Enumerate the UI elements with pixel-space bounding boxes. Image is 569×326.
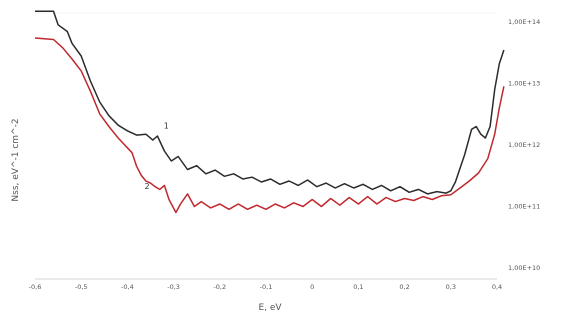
series-line-2: [34, 37, 505, 214]
x-tick-label: -0,4: [121, 283, 134, 291]
series-layer: [34, 10, 505, 214]
x-tick-label: 0,3: [446, 283, 456, 291]
x-tick-labels: -0,6 -0,5 -0,4 -0,3 -0,2 -0,1 0 0,1 0,2 0,3 0,4: [29, 283, 503, 291]
x-axis-label: E, eV: [258, 303, 282, 313]
x-tick-label: -0,2: [213, 283, 226, 291]
x-tick-label: 0,2: [399, 283, 409, 291]
y-tick-label: 1,00E+12: [508, 141, 540, 149]
x-tick-label: -0,3: [167, 283, 180, 291]
y-tick-label: 1,00E+11: [508, 203, 540, 211]
x-tick-label: 0: [310, 283, 314, 291]
y-tick-label: 1,00E+14: [508, 18, 540, 26]
x-tick-label: -0,1: [260, 283, 273, 291]
x-tick-label: -0,5: [75, 283, 88, 291]
y-tick-labels: 1,00E+10 1,00E+11 1,00E+12 1,00E+13 1,00E+14: [508, 18, 540, 272]
x-tick-label: -0,6: [29, 283, 42, 291]
x-tick-label: 0,1: [353, 283, 363, 291]
y-tick-label: 1,00E+13: [508, 80, 540, 88]
y-axis-label: Nss, eV^-1 cm^-2: [11, 118, 21, 201]
curve-labels: 12: [145, 121, 169, 191]
series-line-1: [35, 10, 505, 195]
curve-label-2: 2: [145, 182, 150, 191]
y-tick-label: 1,00E+10: [508, 264, 540, 272]
curve-label-1: 1: [164, 121, 169, 130]
plot-frame: [35, 12, 497, 280]
x-tick-label: 0,4: [492, 283, 502, 291]
